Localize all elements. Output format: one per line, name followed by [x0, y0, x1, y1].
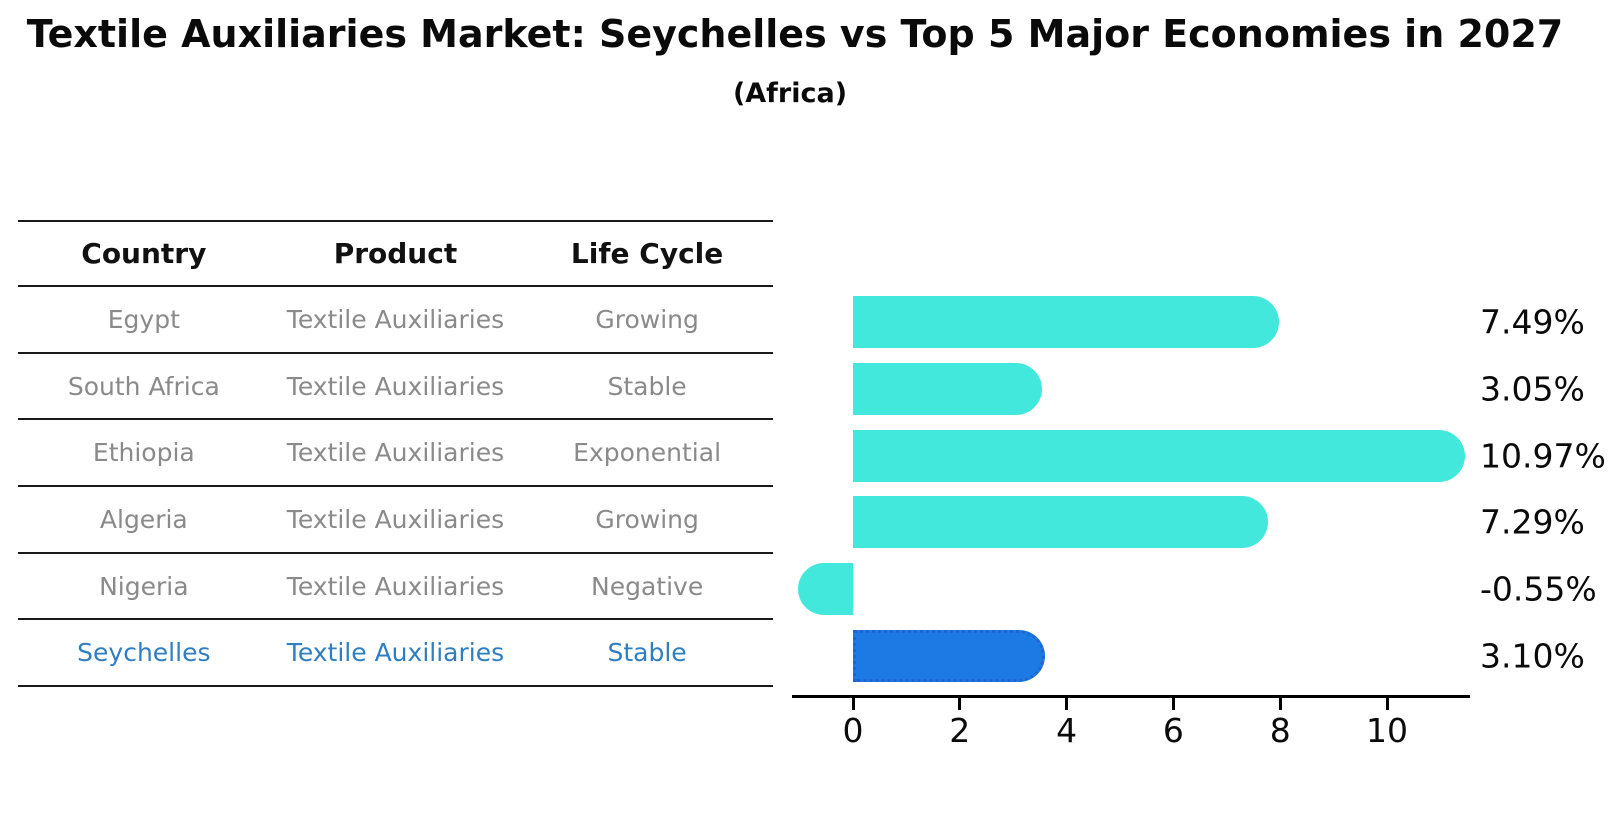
x-axis-tick-label: 8 — [1269, 711, 1291, 750]
table-row-seychelles-highlighted: Seychelles Textile Auxiliaries Stable — [18, 620, 773, 688]
product-cell: Textile Auxiliaries — [286, 304, 505, 334]
bar-algeria — [853, 496, 1269, 549]
x-axis-tick-label: 2 — [949, 711, 971, 750]
value-label: -0.55% — [1480, 569, 1597, 609]
country-cell: Algeria — [99, 504, 188, 534]
x-axis-tick — [1171, 698, 1175, 710]
bar-nigeria — [797, 563, 853, 616]
value-label: 7.29% — [1480, 502, 1585, 542]
value-label: 7.49% — [1480, 302, 1585, 342]
bar-ethiopia — [853, 429, 1465, 482]
bar-south-africa — [853, 363, 1042, 415]
x-axis-tick — [851, 698, 855, 710]
product-cell: Textile Auxiliaries — [286, 438, 505, 468]
x-axis-tick — [1065, 698, 1069, 710]
country-cell: South Africa — [67, 371, 220, 401]
x-axis-tick-label: 0 — [842, 711, 864, 750]
country-cell: Nigeria — [99, 571, 189, 601]
table-row: Algeria Textile Auxiliaries Growing — [18, 487, 773, 554]
x-axis-tick — [958, 698, 962, 710]
table-row: Egypt Textile Auxiliaries Growing — [18, 287, 773, 354]
chart-title: Textile Auxiliaries Market: Seychelles v… — [26, 12, 1564, 56]
bar-seychelles-highlighted — [853, 629, 1045, 682]
column-header-product: Product — [333, 237, 458, 270]
country-cell: Egypt — [107, 304, 180, 334]
value-label: 3.05% — [1480, 369, 1585, 409]
value-label: 10.97% — [1480, 436, 1606, 476]
x-axis-tick — [1278, 698, 1282, 710]
lifecycle-cell: Growing — [595, 304, 699, 334]
product-cell: Textile Auxiliaries — [286, 504, 505, 534]
value-label: 3.10% — [1480, 636, 1585, 676]
column-header-country: Country — [81, 237, 207, 270]
x-axis-tick-label: 4 — [1056, 711, 1078, 750]
chart-subtitle: (Africa) — [732, 78, 848, 109]
x-axis-spine — [792, 695, 1470, 698]
country-cell: Seychelles — [77, 638, 211, 668]
lifecycle-cell: Stable — [607, 371, 687, 401]
table-header-row: Country Product Life Cycle — [18, 220, 773, 287]
lifecycle-cell: Negative — [591, 571, 704, 601]
product-cell: Textile Auxiliaries — [286, 571, 505, 601]
x-axis-tick-label: 6 — [1162, 711, 1184, 750]
product-cell: Textile Auxiliaries — [286, 371, 505, 401]
table-row: Ethiopia Textile Auxiliaries Exponential — [18, 420, 773, 488]
lifecycle-cell: Stable — [607, 638, 687, 668]
table-row: South Africa Textile Auxiliaries Stable — [18, 354, 773, 421]
product-cell: Textile Auxiliaries — [286, 638, 505, 668]
x-axis-tick-label: 10 — [1366, 711, 1408, 750]
table-row: Nigeria Textile Auxiliaries Negative — [18, 554, 773, 621]
country-cell: Ethiopia — [92, 438, 195, 468]
x-axis-tick — [1385, 698, 1389, 710]
lifecycle-cell: Growing — [595, 504, 699, 534]
column-header-lifecycle: Life Cycle — [570, 237, 724, 270]
lifecycle-cell: Exponential — [573, 438, 722, 468]
country-table: Country Product Life Cycle Egypt Textile… — [18, 220, 773, 688]
bar-egypt — [853, 296, 1279, 349]
